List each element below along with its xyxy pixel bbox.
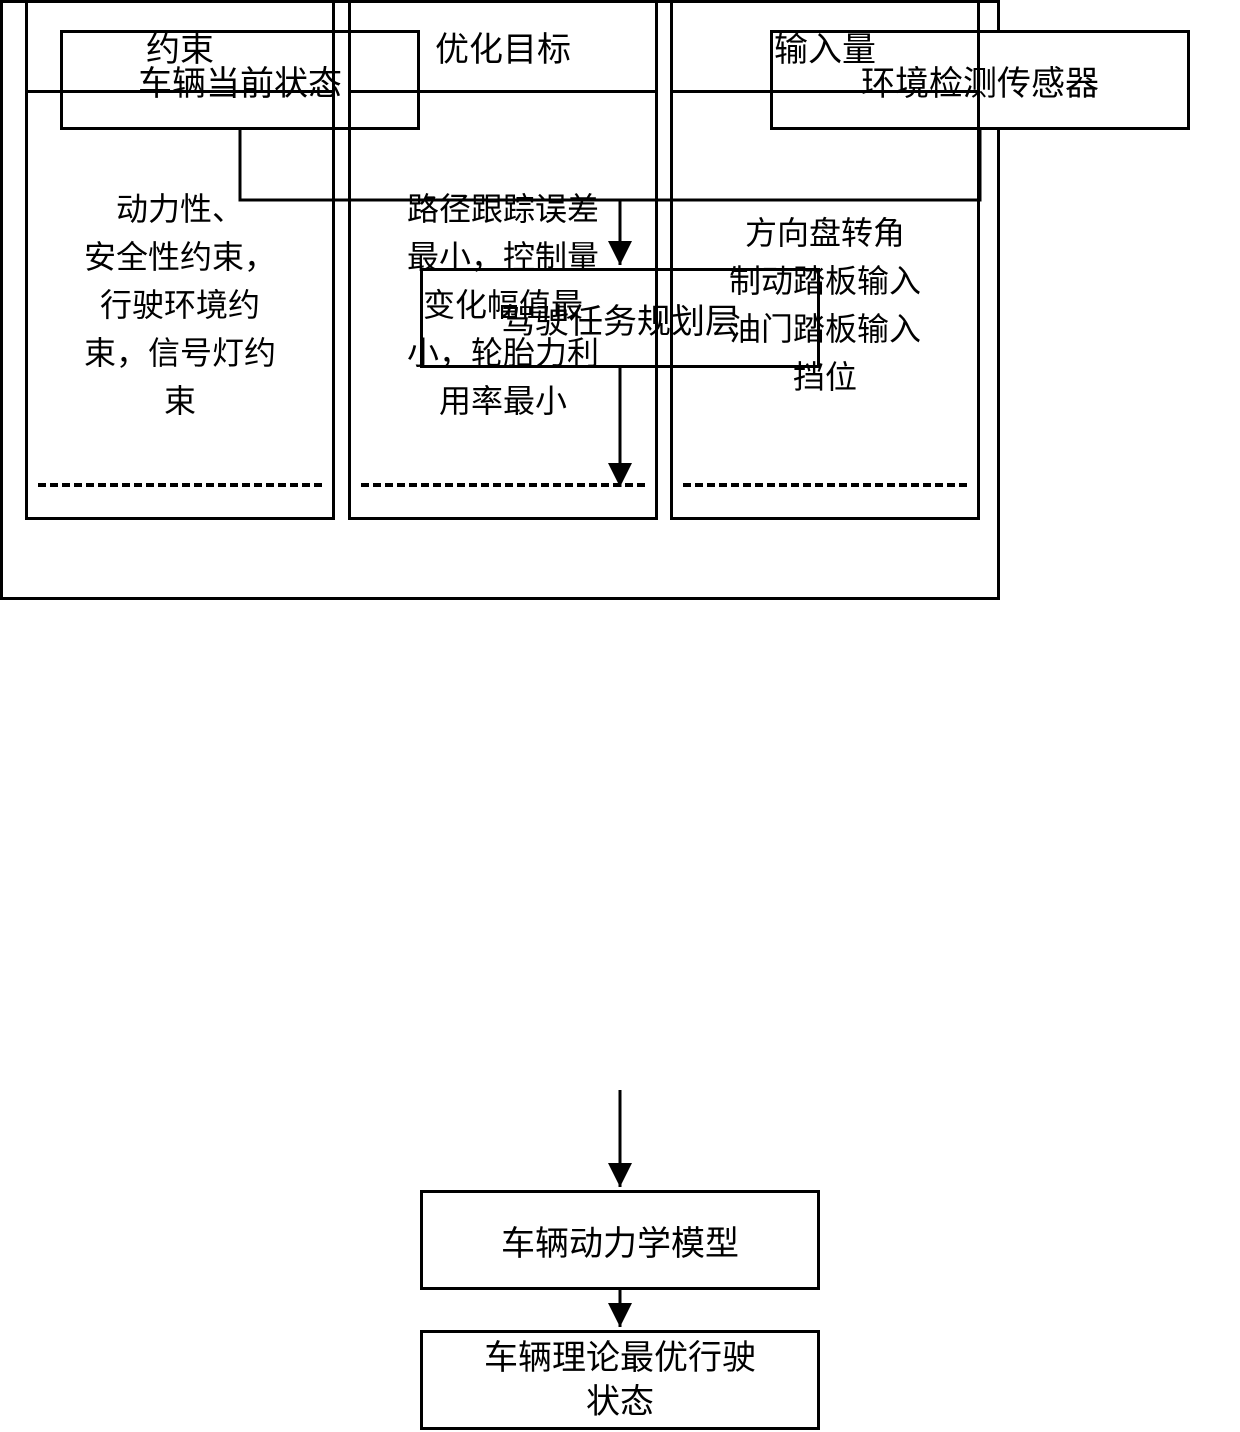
column-constraints: 约束 动力性、 安全性约束， 行驶环境约 束，信号灯约 束 [25,0,335,520]
node-dynamics-model: 车辆动力学模型 [420,1190,820,1290]
column-header: 输入量 [673,3,977,93]
column-inputs: 输入量 方向盘转角 制动踏板输入 油门踏板输入 挡位 [670,0,980,520]
column-body: 方向盘转角 制动踏板输入 油门踏板输入 挡位 [673,93,977,517]
label: 车辆理论最优行驶 状态 [484,1336,756,1424]
column-body: 路径跟踪误差 最小，控制量 变化幅值最 小，轮胎力利 用率最小 [351,93,655,517]
dashed-divider [38,483,322,487]
dashed-divider [683,483,967,487]
dashed-divider [361,483,645,487]
column-header: 约束 [28,3,332,93]
column-header: 优化目标 [351,3,655,93]
label: 车辆动力学模型 [501,1216,739,1265]
column-objectives: 优化目标 路径跟踪误差 最小，控制量 变化幅值最 小，轮胎力利 用率最小 [348,0,658,520]
node-optimal-state: 车辆理论最优行驶 状态 [420,1330,820,1430]
column-body: 动力性、 安全性约束， 行驶环境约 束，信号灯约 束 [28,93,332,517]
node-algorithm-container: 约束 动力性、 安全性约束， 行驶环境约 束，信号灯约 束 优化目标 路径跟踪误… [0,0,1000,600]
